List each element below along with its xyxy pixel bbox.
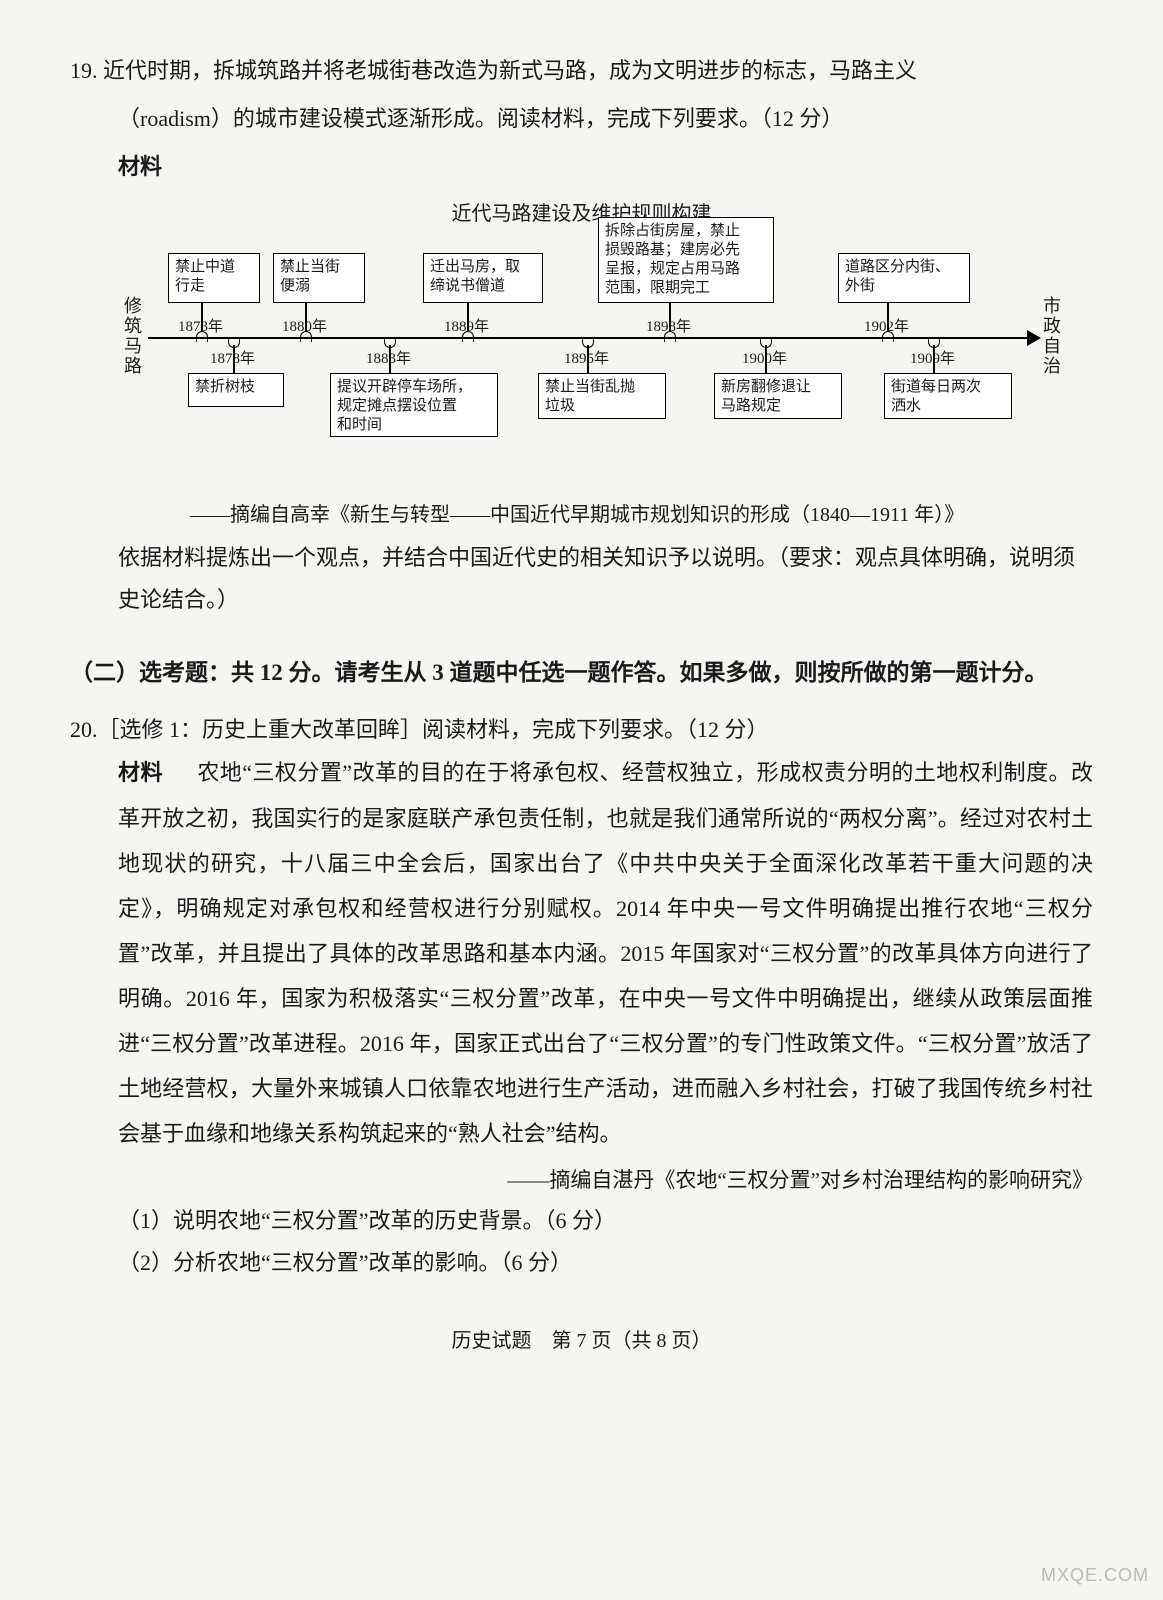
q20-sub1: （1）说明农地“三权分置”改革的历史背景。（6 分） [118,1200,1093,1242]
q19-material-label: 材料 [118,146,1093,188]
q20-sub2: （2）分析农地“三权分置”改革的影响。（6 分） [118,1242,1093,1284]
section2-title: （二）选考题：共 12 分。请考生从 3 道题中任选一题作答。如果多做，则按所做… [70,651,1093,695]
timeline-bottom-box: 禁止当街乱抛 垃圾 [538,373,666,419]
q19-line1: 19. 近代时期，拆城筑路并将老城街巷改造为新式马路，成为文明进步的标志，马路主… [70,50,1093,92]
right-axis-label: 市政自治 [1041,297,1063,376]
q19-number: 19. [70,58,98,83]
question-19: 19. 近代时期，拆城筑路并将老城街巷改造为新式马路，成为文明进步的标志，马路主… [70,50,1093,621]
q20-material: 材料 农地“三权分置”改革的目的在于将承包权、经营权独立，形成权责分明的土地权利… [118,750,1093,1156]
q19-source: ——摘编自高幸《新生与转型——中国近代早期城市规划知识的形成（1840—1911… [190,497,1093,533]
timeline-bottom-box: 街道每日两次 洒水 [884,373,1012,419]
timeline-top-box: 拆除占街房屋，禁止 损毁路基；建房必先 呈报，规定占用马路 范围，限期完工 [598,217,774,303]
timeline-top-box: 禁止当街 便溺 [273,253,365,303]
timeline-bottom-box: 禁折树枝 [188,373,284,407]
q20-body: 农地“三权分置”改革的目的在于将承包权、经营权独立，形成权责分明的土地权利制度。… [118,760,1093,1146]
q20-head: 20.［选修 1：历史上重大改革回眸］阅读材料，完成下列要求。（12 分） [70,709,1093,751]
q19-text1: 近代时期，拆城筑路并将老城街巷改造为新式马路，成为文明进步的标志，马路主义 [103,58,917,83]
left-axis-label: 修筑马路 [122,297,144,376]
q20-source: ——摘编自湛丹《农地“三权分置”对乡村治理结构的影响研究》 [70,1164,1093,1194]
timeline-bottom-box: 提议开辟停车场所， 规定摊点摆设位置 和时间 [330,373,498,437]
timeline-top-box: 迁出马房，取 缔说书僧道 [423,253,543,303]
question-20: 20.［选修 1：历史上重大改革回眸］阅读材料，完成下列要求。（12 分） 材料… [70,709,1093,1284]
timeline-top-box: 道路区分内街、 外街 [838,253,970,303]
timeline-bottom-box: 新房翻修退让 马路规定 [714,373,842,419]
q19-line2: （roadism）的城市建设模式逐渐形成。阅读材料，完成下列要求。（12 分） [118,98,1093,140]
timeline-top-box: 禁止中道 行走 [168,253,260,303]
diagram-title: 近代马路建设及维护规则构建 [118,197,1045,226]
timeline-arrow-icon [1027,330,1041,346]
page-footer: 历史试题 第 7 页（共 8 页） [70,1324,1093,1353]
q20-material-label: 材料 [118,760,163,785]
watermark: MXQE.COM [1041,1565,1149,1586]
timeline-diagram: 近代马路建设及维护规则构建 修筑马路 市政自治 禁止中道 行走1873年禁止当街… [118,197,1045,487]
q19-instruction: 依据材料提炼出一个观点，并结合中国近代史的相关知识予以说明。（要求：观点具体明确… [118,537,1093,621]
